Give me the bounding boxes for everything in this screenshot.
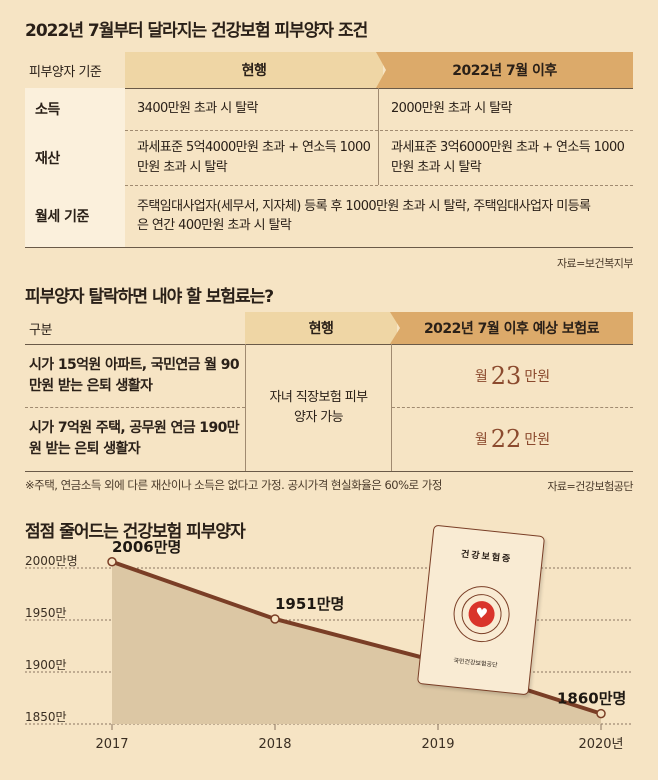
y-tick-label: 2000만명 — [25, 554, 78, 568]
unit: 만원 — [524, 368, 551, 385]
insurance-card-illustration: 건강보험증 ♥ 국민건강보험공단 — [416, 524, 546, 696]
rent-criteria: 주택임대사업자(세무서, 지자체) 등록 후 1000만원 초과 시 탈락, 주… — [137, 198, 591, 234]
amount: 22 — [490, 425, 522, 453]
col-current: 현행 — [125, 52, 383, 88]
row-label-income: 소득 — [25, 88, 125, 130]
prefix: 월 — [474, 432, 488, 448]
property-after: 과세표준 3억6000만원 초과 + 연소득 1000만원 초과 시 탈락 — [378, 130, 633, 185]
col-after: 2022년 7월 이후 — [376, 52, 633, 88]
y-tick-label: 1850만 — [25, 710, 67, 724]
unit: 만원 — [524, 432, 551, 448]
data-point — [596, 708, 606, 719]
data-label: 1860만명 — [557, 690, 626, 708]
card-issuer: 국민건강보험공단 — [453, 657, 498, 669]
data-label: 2006만명 — [112, 540, 181, 556]
case-2-label: 시가 7억원 주택, 공무원 연금 190만원 받는 은퇴 생활자 — [29, 420, 240, 457]
source-1: 자료=보건복지부 — [556, 257, 634, 270]
current-status: 자녀 직장보험 피부양자 가능 — [245, 344, 392, 471]
x-tick-label: 2020년 — [578, 737, 623, 752]
line-chart: 2000만명 1950만 1900만 1850만 2017 2006만명 2018 1951만… — [25, 540, 633, 752]
card-emblem: ♥ — [450, 583, 513, 645]
data-point — [107, 557, 117, 567]
prefix: 월 — [474, 368, 488, 385]
col-current: 현행 — [245, 312, 397, 344]
row-label-property: 재산 — [25, 130, 125, 185]
y-tick-label: 1900만 — [25, 658, 67, 672]
data-point — [270, 614, 280, 624]
data-label: 1951만명 — [275, 595, 344, 613]
case-2-premium: 월 22 만원 — [392, 407, 633, 471]
income-current: 3400만원 초과 시 탈락 — [137, 101, 258, 117]
row-label-rent: 월세 기준 — [25, 185, 125, 247]
case-1-label: 시가 15억원 아파트, 국민연금 월 90만원 받는 은퇴 생활자 — [29, 356, 240, 394]
y-tick-label: 1950만 — [25, 606, 67, 620]
col-label: 피부양자 기준 — [29, 64, 102, 80]
col-after: 2022년 7월 이후 예상 보험료 — [390, 312, 633, 344]
chart-title: 점점 줄어드는 건강보험 피부양자 — [25, 522, 246, 542]
amount: 23 — [490, 361, 522, 390]
footnote: ※주택, 연금소득 외에 다른 재산이나 소득은 없다고 가정. 공시가격 현실… — [25, 478, 442, 492]
section2-title: 피부양자 탈락하면 내야 할 보험료는? — [25, 287, 274, 307]
income-after: 2000만원 초과 시 탈락 — [378, 88, 633, 130]
source-2: 자료=건강보험공단 — [547, 480, 633, 493]
card-title: 건강보험증 — [460, 549, 513, 565]
x-tick-label: 2019 — [421, 737, 454, 752]
section1-title: 2022년 7월부터 달라지는 건강보험 피부양자 조건 — [25, 21, 368, 41]
x-tick-label: 2018 — [258, 737, 291, 752]
x-tick-label: 2017 — [95, 737, 128, 752]
property-current: 과세표준 5억4000만원 초과 + 연소득 1000만원 초과 시 탈락 — [137, 140, 371, 175]
case-1-premium: 월 23 만원 — [392, 344, 633, 407]
col-label: 구분 — [29, 322, 52, 338]
